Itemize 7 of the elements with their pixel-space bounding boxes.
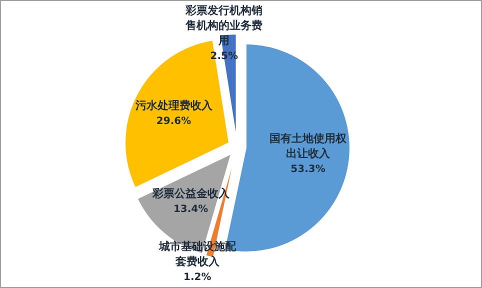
data-label: 1.2% [184,272,212,283]
data-label: 53.3% [290,164,326,176]
data-label: 13.4% [173,204,208,215]
data-label: 2.5% [210,51,238,62]
slice-label: 国有土地使用权出让收入 [270,132,347,160]
slice-label: 污水处理费收入 [135,99,212,112]
data-label: 29.6% [156,116,192,128]
